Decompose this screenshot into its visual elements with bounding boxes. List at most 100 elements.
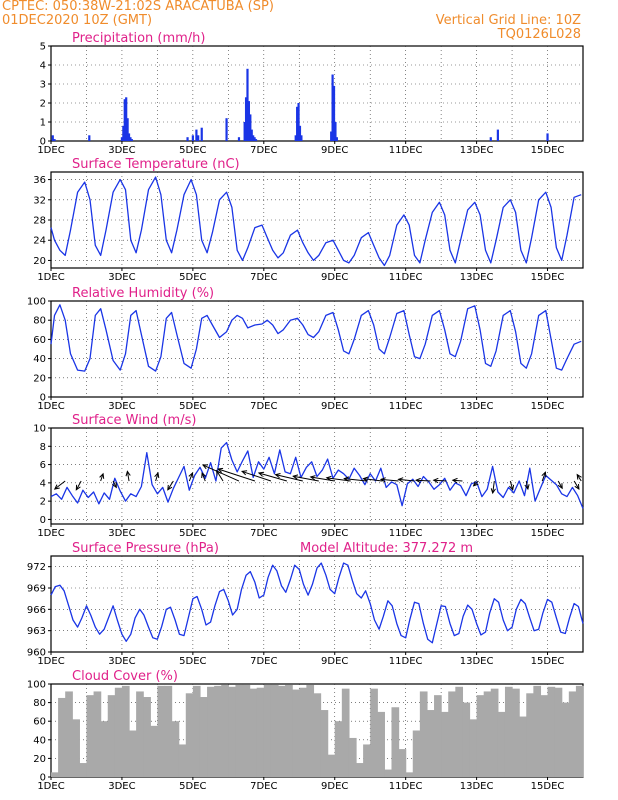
wind-arrow: [414, 477, 431, 484]
cloud-bar: [512, 688, 520, 777]
cloud-bar: [58, 697, 66, 777]
wind-arrow: [524, 480, 530, 491]
precip-bar: [546, 133, 549, 141]
cloud-bar: [235, 684, 244, 777]
precip-bar: [253, 137, 256, 141]
wind-arrow-head: [541, 471, 547, 478]
cloud-bar: [469, 719, 478, 777]
y-tick-label: 32: [33, 195, 46, 206]
y-tick-label: 60: [33, 717, 46, 728]
wind-arrow-head: [397, 477, 404, 483]
precip-bar: [330, 131, 333, 141]
y-tick-label: 4: [40, 61, 46, 72]
y-tick-label: 972: [27, 562, 46, 573]
x-tick-label: 7DEC: [250, 145, 277, 156]
wind-arrow: [201, 471, 207, 482]
x-tick-label: 15DEC: [531, 272, 565, 283]
cloud-bar: [313, 693, 322, 777]
y-tick-label: 3: [40, 80, 46, 91]
x-tick-label: 3DEC: [108, 401, 135, 412]
wind-arrow-shaft: [344, 478, 367, 482]
y-tick-label: 20: [33, 373, 46, 384]
y-tick-label: 2: [40, 497, 46, 508]
cloud-bar: [185, 693, 194, 777]
cloud-bar: [356, 763, 364, 777]
cloud-bar: [384, 769, 393, 777]
wind-arrow-head: [524, 484, 530, 491]
wind-arrow-head: [557, 483, 563, 490]
wind-arrow: [112, 480, 117, 489]
cloud-bar: [441, 711, 449, 777]
wind-arrow-head: [362, 476, 369, 482]
x-tick-label: 13DEC: [460, 528, 494, 539]
y-tick-label: 24: [33, 236, 46, 247]
x-tick-label: 9DEC: [321, 656, 348, 667]
cloud-bar: [214, 685, 222, 777]
wind-arrow-shaft: [398, 478, 415, 482]
wind-arrow: [274, 473, 303, 482]
precip-bar: [331, 74, 334, 141]
wind-arrow-head: [53, 484, 60, 490]
wind-arrow-shaft: [492, 480, 495, 494]
wind-arrow: [432, 477, 447, 484]
x-tick-label: 3DEC: [108, 272, 135, 283]
wind-arrow-head: [201, 464, 209, 470]
cloud-bar: [391, 707, 400, 777]
wind-arrow-shaft: [258, 472, 287, 482]
cloud-bar: [114, 687, 123, 777]
wind-arrow-shaft: [573, 480, 580, 490]
x-tick-label: 5DEC: [179, 145, 206, 156]
cloud-bar: [107, 695, 116, 777]
precip-panel: 0 1 2 3 4 5 1DEC 3DEC 5DEC 7DEC 9DEC 11DEC 13DEC 15DE…: [37, 31, 584, 156]
model-id: TQ0126L028: [497, 27, 581, 42]
x-tick-label: 11DEC: [389, 272, 423, 283]
cloud-bar: [575, 685, 584, 777]
cloud-bar: [270, 684, 279, 777]
x-tick-label: 11DEC: [389, 401, 423, 412]
y-tick-label: 20: [33, 754, 46, 765]
x-tick-label: 15DEC: [531, 528, 565, 539]
wind-arrow-shaft: [201, 472, 206, 482]
x-tick-label: 7DEC: [250, 656, 277, 667]
y-tick-label: 960: [27, 648, 46, 659]
y-tick-label: 40: [33, 354, 46, 365]
run-date: 01DEC2020 10Z (GMT): [2, 13, 153, 28]
cloud-bar: [277, 685, 286, 777]
y-tick-label: 6: [40, 460, 46, 471]
wind-arrow: [343, 476, 367, 482]
x-tick-label: 7DEC: [250, 528, 277, 539]
cloud-bar: [192, 685, 201, 777]
wind-arrow: [201, 464, 240, 482]
wind-arrow-shaft: [167, 480, 174, 491]
precip-bar: [244, 97, 248, 141]
wind-arrow-shaft: [576, 474, 582, 482]
x-tick-label: 13DEC: [460, 656, 494, 667]
wind-arrow-head: [472, 480, 479, 487]
y-tick-label: 80: [33, 698, 46, 709]
x-tick-label: 11DEC: [389, 145, 423, 156]
y-tick-label: 0: [40, 515, 46, 526]
x-tick-label: 9DEC: [321, 145, 348, 156]
precip-bar: [300, 135, 303, 141]
cloud-bar: [51, 772, 59, 777]
wind-arrow-head: [217, 467, 224, 473]
wind-arrow-head: [99, 472, 105, 479]
cloud-bar: [157, 685, 166, 777]
wind-arrow-shaft: [525, 480, 529, 490]
cloud-bar: [455, 686, 464, 777]
wind-arrow-head: [292, 474, 299, 480]
precip-bar: [120, 137, 124, 141]
y-tick-label: 4: [40, 478, 46, 489]
wind-arrow-shaft: [155, 472, 159, 482]
wind-arrow-head: [574, 483, 580, 490]
wind-arrow-head: [241, 470, 248, 476]
wind-arrow: [75, 480, 82, 491]
x-tick-label: 13DEC: [460, 145, 494, 156]
x-tick-label: 15DEC: [531, 781, 565, 792]
temp-series-line: [50, 176, 582, 267]
panel-title: Surface Wind (m/s): [72, 413, 196, 428]
cloud-bar: [242, 684, 251, 777]
plot-frame: [50, 555, 584, 653]
wind-arrow: [490, 480, 496, 495]
x-tick-label: 3DEC: [108, 528, 135, 539]
